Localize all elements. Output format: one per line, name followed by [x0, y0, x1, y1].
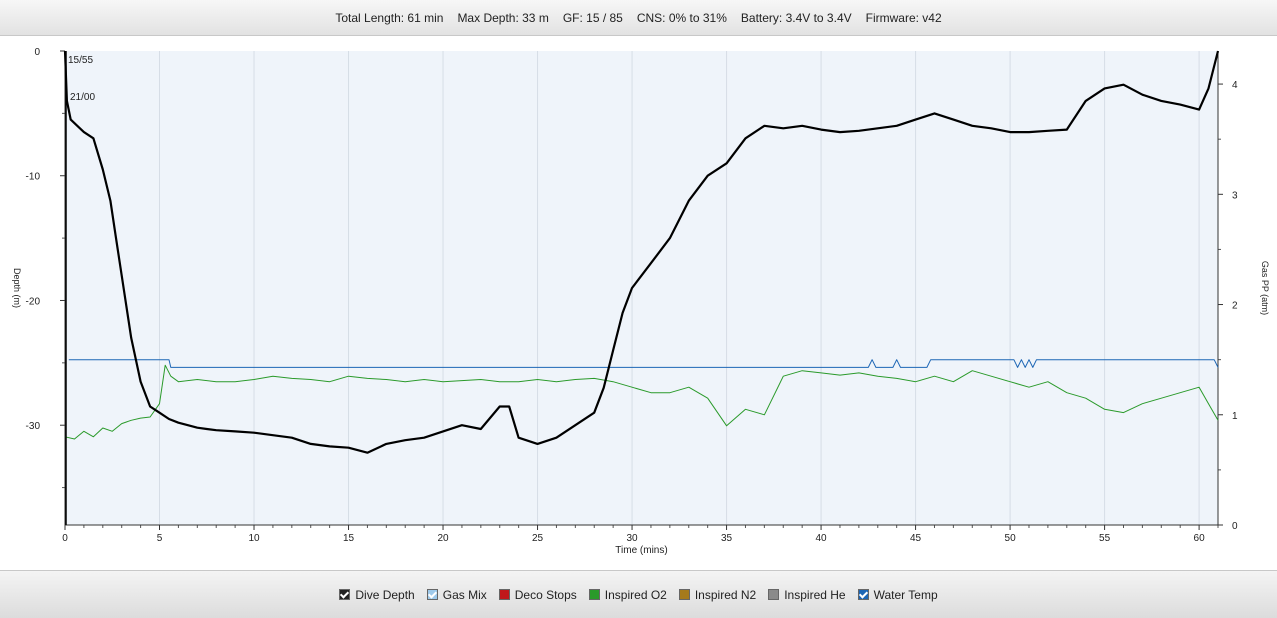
legend-checkbox[interactable]	[678, 589, 690, 600]
legend-checkbox[interactable]	[339, 589, 351, 600]
legend-toggle-gas-mix[interactable]: Gas Mix	[426, 587, 487, 602]
legend-checkbox[interactable]	[857, 589, 869, 600]
y-tick-label: -20	[26, 296, 41, 307]
cns-stat: CNS: 0% to 31%	[636, 10, 727, 25]
legend-label: Inspired He	[784, 587, 846, 602]
plot-area	[65, 51, 1218, 525]
legend-toggle-inspired-n2[interactable]: Inspired N2	[678, 587, 757, 602]
legend-label: Water Temp	[873, 587, 938, 602]
y-tick-label: -10	[26, 172, 41, 183]
dive-summary-bar: Total Length: 61 min Max Depth: 33 m GF:…	[0, 0, 1277, 36]
y2-tick-label: 0	[1232, 521, 1238, 532]
y2-axis-label: Gas PP (atm)	[1260, 261, 1270, 315]
battery-stat: Battery: 3.4V to 3.4V	[740, 10, 852, 25]
x-tick-label: 5	[157, 533, 163, 544]
x-tick-label: 60	[1194, 533, 1206, 544]
x-tick-label: 40	[816, 533, 828, 544]
legend-label: Gas Mix	[442, 587, 487, 602]
legend-toggle-dive-depth[interactable]: Dive Depth	[339, 587, 415, 602]
x-tick-label: 45	[910, 533, 922, 544]
x-tick-label: 35	[721, 533, 733, 544]
x-tick-label: 0	[62, 533, 68, 544]
y2-tick-label: 2	[1232, 301, 1238, 312]
y2-tick-label: 3	[1232, 190, 1238, 201]
gas-mix-label: 21/00	[70, 92, 95, 103]
y-axis-label: Depth (m)	[12, 268, 22, 308]
x-tick-label: 20	[437, 533, 449, 544]
y2-tick-label: 1	[1232, 411, 1238, 422]
x-tick-label: 10	[248, 533, 260, 544]
x-tick-label: 30	[626, 533, 638, 544]
legend-checkbox[interactable]	[426, 589, 438, 600]
x-tick-label: 25	[532, 533, 544, 544]
legend-checkbox[interactable]	[588, 589, 600, 600]
gas-mix-label: 15/55	[68, 55, 93, 66]
x-tick-label: 50	[1005, 533, 1017, 544]
legend-toggle-inspired-he[interactable]: Inspired He	[768, 587, 846, 602]
legend-label: Inspired O2	[604, 587, 667, 602]
legend-toggle-inspired-o2[interactable]: Inspired O2	[588, 587, 667, 602]
y2-tick-label: 4	[1232, 80, 1238, 91]
series-legend: Dive Depth Gas Mix Deco Stops Inspired O2 In…	[0, 570, 1277, 618]
legend-label: Deco Stops	[514, 587, 577, 602]
series-line-inspired-o2	[64, 364, 1219, 440]
legend-checkbox[interactable]	[768, 589, 780, 600]
max-depth-stat: Max Depth: 33 m	[457, 10, 549, 25]
x-axis-label: Time (mins)	[615, 545, 667, 556]
x-tick-label: 15	[343, 533, 355, 544]
dive-profile-chart: 0 5 10 15 20 25 30 35 40 45 50 55 60 0 -10 -20 -30 0 1 2 3 4 T…	[12, 47, 1270, 556]
legend-label: Inspired N2	[694, 587, 757, 602]
series-line-water-temp	[68, 359, 1219, 368]
firmware-stat: Firmware: v42	[865, 10, 942, 25]
gradient-factor-stat: GF: 15 / 85	[562, 10, 623, 25]
legend-checkbox[interactable]	[498, 589, 510, 600]
y-tick-label: 0	[34, 47, 40, 58]
legend-label: Dive Depth	[355, 587, 415, 602]
total-length-stat: Total Length: 61 min	[335, 10, 444, 25]
y-tick-label: -30	[26, 421, 41, 432]
x-tick-label: 55	[1099, 533, 1111, 544]
series-line-dive-depth	[63, 50, 1220, 454]
legend-toggle-water-temp[interactable]: Water Temp	[857, 587, 938, 602]
legend-toggle-deco-stops[interactable]: Deco Stops	[498, 587, 577, 602]
